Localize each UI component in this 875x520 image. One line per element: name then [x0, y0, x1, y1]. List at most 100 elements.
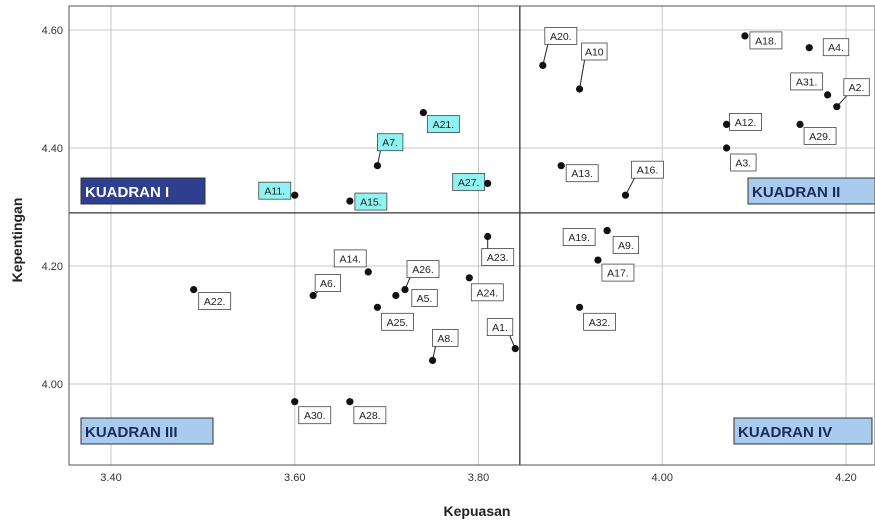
data-point: A26. — [401, 260, 440, 294]
point-label: A5. — [417, 293, 433, 305]
data-point: A28. — [346, 398, 387, 425]
quadrant-label-box — [747, 177, 875, 205]
scatter-marker — [511, 345, 519, 353]
data-point: A18. — [741, 31, 783, 50]
point-label: A18. — [755, 35, 777, 47]
point-label-box — [314, 274, 342, 292]
data-point: A27. — [452, 172, 492, 191]
scatter-marker — [484, 232, 492, 241]
quadrant-labels: KUADRAN I KUADRAN II KUADRAN III KUADRAN IV — [80, 177, 875, 445]
data-point: A5. — [392, 289, 438, 307]
point-label: A27. — [458, 177, 480, 189]
data-point: A10 — [575, 42, 608, 93]
scatter-marker — [575, 303, 584, 311]
point-label: A6. — [320, 278, 336, 290]
point-label: A1. — [492, 322, 508, 334]
point-label-box — [298, 406, 332, 425]
point-label-box — [544, 26, 578, 45]
data-point: A31. — [790, 72, 832, 99]
x-tick-label: 4.20 — [835, 472, 856, 484]
point-label-box — [581, 42, 608, 61]
point-label-box — [258, 181, 292, 200]
data-point: A3. — [722, 144, 757, 172]
quadrant-label-text: KUADRAN I — [85, 184, 169, 201]
data-point: A19. — [562, 227, 611, 247]
y-tick-label: 4.60 — [42, 25, 63, 37]
tick-labels: 3.40 3.60 3.80 4.00 4.20 4.00 4.20 4.40 4.60 — [42, 25, 857, 484]
point-label: A15. — [360, 197, 382, 209]
point-label: A23. — [487, 252, 509, 264]
y-tick-label: 4.20 — [42, 261, 63, 273]
quadrant-label-box — [80, 417, 214, 445]
data-point: A15. — [346, 192, 388, 211]
scatter-marker — [428, 356, 437, 364]
point-label-box — [406, 260, 440, 279]
y-tick-label: 4.00 — [42, 379, 63, 391]
plot-frame — [68, 5, 875, 466]
scatter-marker — [373, 303, 382, 311]
scatter-marker — [373, 162, 382, 170]
point-label: A19. — [568, 232, 590, 244]
point-label-box — [803, 127, 837, 145]
scatter-marker — [346, 197, 354, 205]
quadrant-label-bottom-right: KUADRAN IV — [733, 417, 873, 445]
data-point: A16. — [621, 160, 664, 199]
data-point: A23. — [481, 232, 515, 266]
point-label: A22. — [204, 296, 226, 308]
point-label-box — [612, 236, 640, 255]
scatter-marker — [291, 398, 299, 406]
data-point: A14. — [333, 249, 372, 276]
point-label: A2. — [849, 82, 865, 94]
data-point: A30. — [291, 398, 332, 425]
scatter-marker — [190, 286, 198, 294]
point-label-box — [432, 328, 459, 347]
point-label-box — [333, 249, 367, 268]
point-label-box — [790, 72, 824, 91]
data-points: A1. A2. A3. A4. A5. A6. A7. A8. A9. A10 A11. A12. A1… — [190, 26, 870, 425]
scatter-marker — [539, 61, 547, 69]
point-label: A28. — [359, 410, 381, 422]
point-label-box — [562, 228, 596, 247]
point-label: A4. — [828, 42, 844, 54]
scatter-marker — [741, 32, 749, 40]
scatter-marker — [621, 191, 630, 199]
point-label: A24. — [477, 287, 499, 299]
point-label: A14. — [339, 253, 361, 265]
x-tick-label: 3.40 — [100, 472, 121, 484]
point-label: A20. — [550, 31, 572, 43]
data-point: A32. — [575, 303, 616, 331]
x-axis-label: Kepuasan — [444, 503, 511, 519]
data-point: A12. — [722, 113, 762, 131]
point-label-box — [730, 153, 757, 172]
scatter-marker — [603, 227, 611, 235]
point-label-box — [426, 115, 460, 133]
x-tick-label: 3.60 — [284, 472, 305, 484]
point-label-box — [486, 318, 514, 337]
quadrant-label-box — [733, 417, 873, 445]
point-label: A31. — [796, 76, 818, 88]
scatter-marker — [722, 144, 731, 152]
point-label: A26. — [412, 264, 434, 276]
quadrant-label-top-left: KUADRAN I — [80, 177, 206, 205]
quadrant-label-text: KUADRAN III — [85, 424, 178, 441]
point-label-box — [481, 248, 515, 266]
data-point: A24. — [465, 274, 504, 302]
point-label-box — [381, 312, 414, 331]
data-point: A4. — [805, 38, 850, 57]
quadrant-label-text: KUADRAN IV — [738, 424, 832, 441]
scatter-marker — [364, 268, 372, 276]
reference-lines — [69, 6, 875, 465]
data-point: A25. — [373, 303, 414, 331]
point-label-box — [601, 263, 635, 282]
label-leader-line — [579, 59, 586, 90]
point-label-box — [565, 164, 599, 183]
point-label-box — [198, 292, 232, 311]
data-point: A13. — [557, 162, 599, 183]
point-label: A7. — [382, 137, 398, 149]
point-label-box — [843, 78, 870, 97]
data-point: A20. — [539, 26, 578, 69]
y-tick-label: 4.40 — [42, 143, 63, 155]
point-label: A17. — [607, 268, 629, 280]
